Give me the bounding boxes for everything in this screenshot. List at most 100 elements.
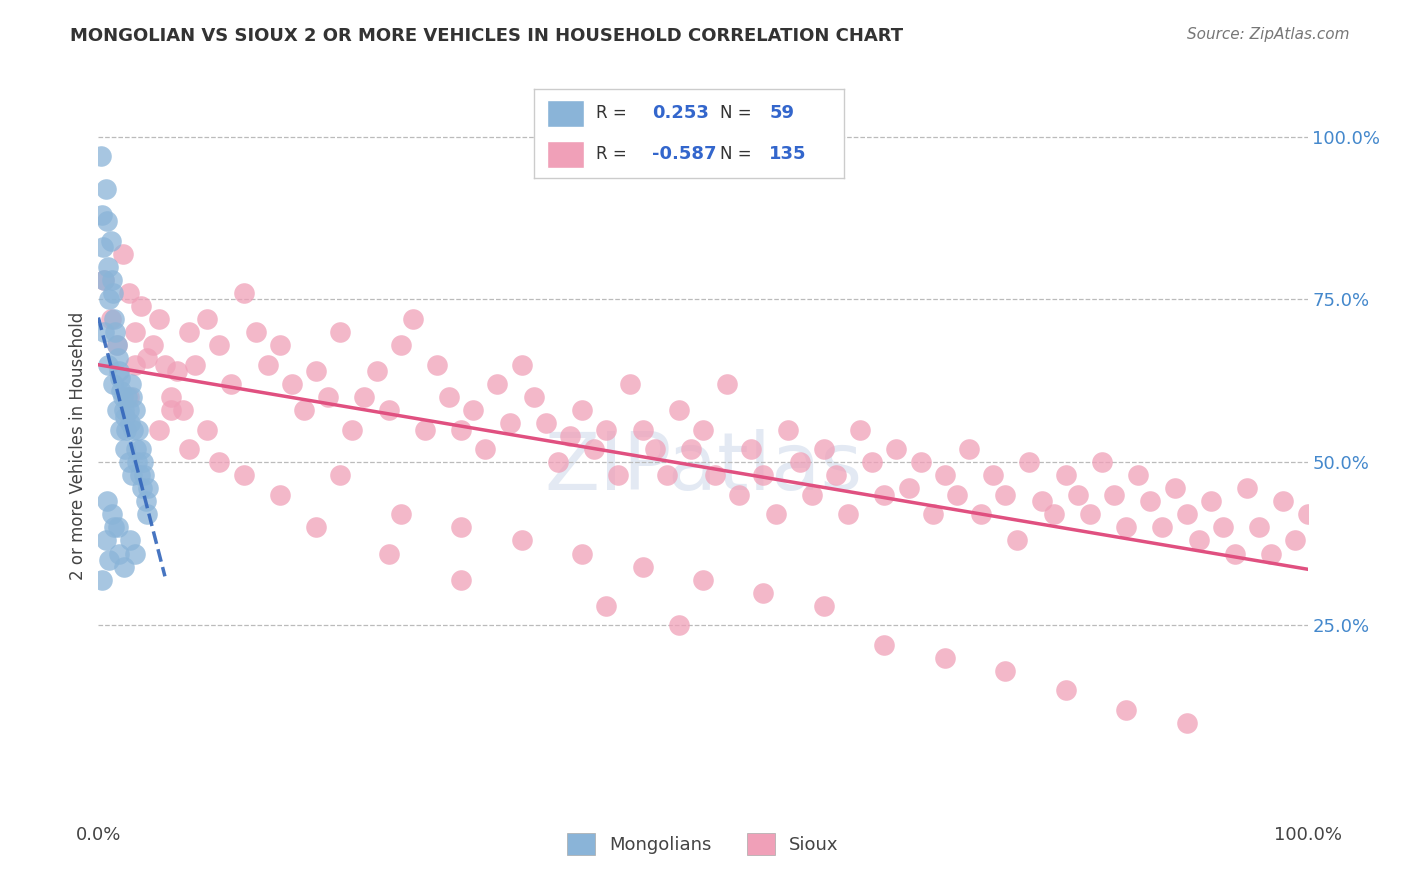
Point [957, 442, 980, 457]
Point [910, 455, 932, 469]
Point [269, 488, 291, 502]
Point [1223, 547, 1246, 561]
Point [256, 358, 278, 372]
Point [179, 325, 201, 339]
Point [389, 338, 412, 352]
Point [523, 390, 546, 404]
Point [825, 468, 848, 483]
Point [668, 618, 690, 632]
Text: 59: 59 [769, 104, 794, 122]
Point [105, 338, 128, 352]
Point [1175, 508, 1198, 522]
Point [94, 533, 117, 548]
Point [1296, 508, 1319, 522]
Y-axis label: 2 or more Vehicles in Household: 2 or more Vehicles in Household [69, 312, 87, 580]
Point [104, 325, 127, 339]
Point [692, 573, 714, 587]
Point [970, 508, 993, 522]
Point [353, 390, 375, 404]
Point [849, 423, 872, 437]
Point [105, 403, 128, 417]
Point [107, 351, 129, 365]
Point [305, 364, 328, 378]
Point [342, 423, 364, 437]
Point [110, 384, 132, 398]
Point [1115, 520, 1137, 534]
Point [644, 442, 666, 457]
Point [108, 370, 131, 384]
Point [101, 285, 124, 300]
Point [389, 508, 412, 522]
Point [510, 358, 533, 372]
Point [1199, 494, 1222, 508]
Point [124, 358, 146, 372]
Point [934, 468, 956, 483]
Point [91, 240, 114, 254]
Point [1091, 455, 1114, 469]
Legend: Mongolians, Sioux: Mongolians, Sioux [558, 824, 848, 864]
Point [558, 429, 581, 443]
Point [1152, 520, 1174, 534]
Point [96, 214, 118, 228]
Point [860, 455, 883, 469]
Point [994, 664, 1017, 678]
Point [124, 325, 146, 339]
Point [486, 377, 509, 392]
Point [153, 358, 176, 372]
Point [1260, 547, 1282, 561]
Point [91, 573, 114, 587]
Point [897, 481, 920, 495]
Point [1067, 488, 1090, 502]
Point [118, 416, 141, 430]
Point [111, 247, 134, 261]
Point [148, 312, 170, 326]
Point [329, 325, 352, 339]
Point [127, 455, 149, 469]
Point [148, 423, 170, 437]
Point [121, 390, 143, 404]
Point [105, 338, 128, 352]
Point [377, 403, 399, 417]
Point [704, 468, 727, 483]
Point [776, 423, 799, 437]
Point [921, 508, 943, 522]
Point [668, 403, 690, 417]
Point [571, 403, 593, 417]
Point [450, 423, 472, 437]
Point [131, 481, 153, 495]
Point [97, 260, 120, 274]
Text: N =: N = [720, 145, 751, 163]
Point [118, 455, 141, 469]
Point [98, 293, 121, 307]
Point [377, 547, 399, 561]
Point [619, 377, 641, 392]
Point [946, 488, 969, 502]
Point [1163, 481, 1185, 495]
Point [107, 520, 129, 534]
Point [800, 488, 823, 502]
Point [547, 455, 569, 469]
Point [426, 358, 449, 372]
Point [136, 481, 159, 495]
Text: 0.253: 0.253 [652, 104, 709, 122]
Point [179, 442, 201, 457]
Point [97, 358, 120, 372]
Text: -0.587: -0.587 [652, 145, 716, 163]
Point [1078, 508, 1101, 522]
Point [135, 508, 157, 522]
Point [752, 585, 775, 599]
Point [122, 423, 145, 437]
Point [114, 442, 136, 457]
Point [305, 520, 328, 534]
Point [292, 403, 315, 417]
Point [184, 358, 207, 372]
Point [221, 377, 243, 392]
Point [571, 547, 593, 561]
Point [474, 442, 496, 457]
Point [450, 520, 472, 534]
Point [232, 285, 254, 300]
Point [91, 208, 114, 222]
Point [631, 423, 654, 437]
Point [117, 390, 139, 404]
Text: R =: R = [596, 104, 627, 122]
